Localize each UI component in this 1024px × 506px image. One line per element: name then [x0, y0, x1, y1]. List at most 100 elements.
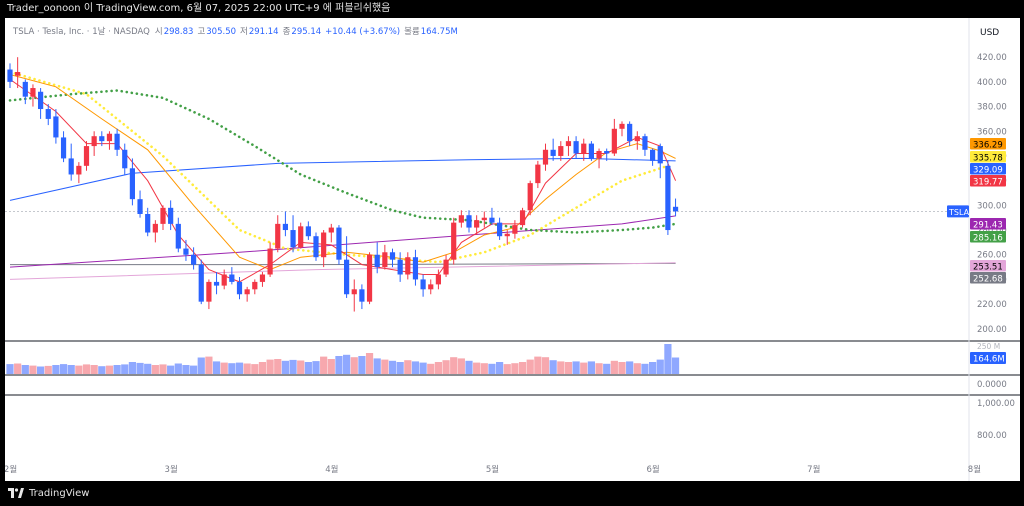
lower-pane-axis: 0.0000 1,000.00 800.00	[977, 380, 1015, 441]
candle-body	[558, 146, 564, 156]
high-value: 305.50	[206, 27, 236, 37]
candlestick-series	[7, 57, 679, 312]
candle-body	[145, 213, 151, 233]
price-label-box	[970, 272, 1006, 284]
candle-body	[443, 259, 449, 275]
volume-bar	[190, 365, 198, 374]
volume-bar	[235, 362, 244, 374]
volume-bar	[388, 360, 397, 374]
volume-bar	[626, 361, 634, 374]
candle-body	[374, 254, 380, 268]
volume-bar	[610, 360, 618, 374]
price-label-text: 253.51	[973, 262, 1003, 272]
volume-bar	[603, 363, 611, 374]
chart-canvas[interactable]: TSLA · Tesla, Inc. · 1날 · NASDAQ 시 298.8…	[5, 18, 1020, 481]
price-label-box	[970, 138, 1006, 150]
price-label-text: 329.09	[973, 165, 1003, 175]
candle-body	[588, 143, 594, 159]
candle-body	[650, 149, 656, 161]
volume-bar	[136, 362, 144, 374]
volume-bar	[404, 360, 412, 374]
price-tick-label: 200.00	[977, 325, 1007, 335]
volume-bar	[365, 353, 374, 374]
volume-bar	[396, 362, 404, 374]
price-label-text: 335.78	[973, 153, 1003, 163]
close-value: 295.14	[291, 27, 321, 37]
time-tick-label: 2월	[5, 464, 17, 475]
candle-body	[665, 165, 671, 231]
candle-body	[183, 248, 189, 255]
price-label-box	[970, 151, 1006, 163]
candle-body	[657, 146, 663, 164]
price-tick-label: 300.00	[977, 201, 1007, 211]
candle-body	[259, 274, 266, 282]
candle-body	[290, 230, 296, 248]
candle-body	[198, 264, 204, 302]
volume-bar	[580, 362, 588, 374]
volume-label-box	[970, 352, 1006, 364]
volume-bar	[14, 363, 22, 374]
price-label-text: 336.29	[973, 140, 1003, 150]
volume-bar	[488, 363, 496, 374]
candle-body	[282, 223, 288, 231]
volume-bar	[343, 354, 351, 374]
time-tick-label: 3월	[165, 464, 178, 475]
footer-brand[interactable]: TradingView	[29, 488, 90, 499]
candle-body	[672, 206, 679, 212]
candle-body	[497, 222, 503, 237]
candle-body	[191, 254, 197, 265]
volume-label: 볼륨	[404, 26, 420, 37]
volume-label-text: 164.6M	[973, 355, 1005, 365]
footer-bar: TradingView	[0, 481, 1024, 506]
candle-body	[213, 281, 220, 286]
volume-bar	[251, 364, 259, 374]
candle-body	[15, 71, 21, 76]
volume-series: 250 M	[6, 342, 1000, 374]
currency-label[interactable]: USD	[980, 28, 999, 38]
volume-bar	[205, 356, 213, 374]
volume-bar	[411, 361, 420, 374]
volume-bar	[297, 360, 305, 374]
low-label: 저	[240, 27, 248, 37]
volume-bar	[526, 359, 534, 374]
volume-bar	[37, 366, 45, 374]
volume-bar	[274, 359, 282, 374]
candle-body	[458, 215, 464, 223]
candle-body	[412, 257, 419, 280]
candle-body	[382, 252, 388, 268]
volume-bar	[587, 361, 595, 374]
volume-bar	[541, 357, 550, 374]
candle-body	[99, 136, 105, 142]
chart-panel[interactable]: TSLA · Tesla, Inc. · 1날 · NASDAQ 시 298.8…	[5, 18, 1020, 481]
candle-body	[359, 289, 365, 302]
time-axis[interactable]: 2월 3월 4월 5월 6월 7월 8월	[5, 464, 981, 475]
volume-bar	[312, 361, 320, 374]
volume-bar	[67, 365, 75, 374]
volume-bar	[21, 365, 29, 374]
price-label-box	[970, 163, 1006, 175]
volume-bar	[98, 366, 106, 374]
candle-body	[344, 259, 350, 295]
candle-body	[236, 281, 243, 295]
volume-bar	[105, 365, 114, 374]
high-label: 고	[197, 27, 205, 37]
price-label-box	[970, 260, 1006, 272]
price-label-box	[970, 175, 1006, 187]
close-label: 종	[283, 27, 291, 37]
volume-bar	[534, 356, 542, 374]
lower-tick-label: 0.0000	[977, 380, 1007, 390]
volume-bar	[649, 362, 657, 374]
price-axis[interactable]: 420.00400.00380.00360.00340.00320.00300.…	[977, 53, 1007, 335]
candle-body	[22, 81, 28, 97]
candle-body	[634, 136, 640, 142]
candle-body	[489, 217, 495, 223]
volume-bar	[549, 360, 557, 374]
symbol-name[interactable]: TSLA · Tesla, Inc. · 1날 · NASDAQ	[12, 26, 150, 37]
candle-body	[30, 88, 36, 97]
tradingview-logo-icon[interactable]	[8, 488, 24, 498]
price-label-text: 252.68	[973, 274, 1003, 284]
candle-body	[542, 149, 549, 165]
candle-body	[76, 165, 82, 175]
candle-body	[519, 210, 526, 226]
candle-body	[627, 123, 633, 142]
